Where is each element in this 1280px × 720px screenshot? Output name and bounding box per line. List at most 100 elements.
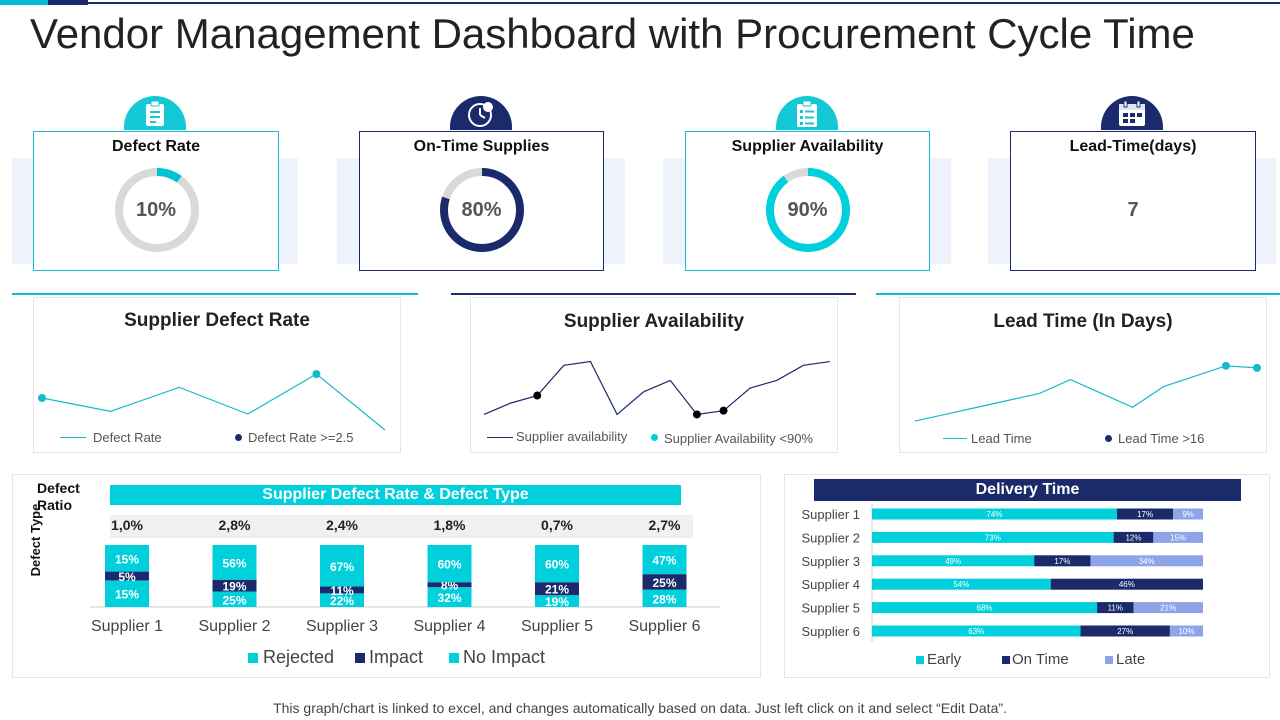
panel-delivery-time [784,474,1270,678]
bar-segment [642,574,687,590]
bar-value-label: 54% [953,580,969,589]
bar-segment [535,545,579,583]
highlight-point [1221,361,1230,370]
bar-segment [427,582,472,588]
legend-label: On Time [1012,651,1069,668]
bar-segment [535,582,579,596]
highlight-point [1253,363,1261,372]
series-line [914,365,1258,422]
bar-value-label: 32% [437,591,461,605]
kpi-title: On-Time Supplies [413,138,550,155]
bar-value-label: 56% [222,556,246,570]
calendar-icon [1101,96,1163,130]
defect-chart-title: Supplier Defect Rate & Defect Type [110,485,681,505]
category-label: Supplier 4 [413,618,485,635]
checklist-icon [776,96,838,130]
defect-ratio-value: 2,4% [326,517,358,533]
bar-segment [105,571,149,581]
bar-value-label: 21% [1160,604,1176,613]
kpi-title: Lead-Time(days) [1069,138,1197,155]
legend-label: Supplier Availability <90% [664,431,813,446]
legend-swatch-late [1105,656,1113,664]
category-label: Supplier 6 [801,624,860,639]
panel-supplier-availability: Supplier Availability [470,297,838,453]
panel-title: Supplier Availability [563,311,745,332]
legend-label: No Impact [463,647,546,667]
kpi-defect-rate: Defect Rate 10% [33,131,279,271]
bar-value-label: 60% [437,558,461,572]
category-label: Supplier 5 [521,618,593,635]
bar-segment [320,545,364,587]
bar-value-label: 21% [545,583,569,597]
bar-segment [212,579,257,592]
legend-swatch-impact [355,653,365,663]
bar-segment [105,580,149,607]
legend: Lead Time Lead Time >16 [943,431,1263,449]
bar-value-label: 25% [652,576,676,590]
bar-segment [1169,625,1203,637]
footer-note: This graph/chart is linked to excel, and… [273,700,1007,716]
defect-ratio-band [110,515,693,538]
panel-rule [12,293,418,295]
bar-value-label: 10% [1178,627,1194,636]
legend-swatch-rejected [248,653,258,663]
kpi-on-time-supplies: On-Time Supplies 80% [359,131,604,271]
category-label: Supplier 6 [628,618,700,635]
defect-ratio-label: Defect Ratio [37,480,80,513]
bar-value-label: 34% [1139,557,1155,566]
legend-label: Rejected [263,647,335,667]
defect-ratio-value: 2,8% [219,517,251,533]
bar-value-label: 15% [1170,533,1186,542]
kpi-value: 80% [461,199,502,221]
kpi-value: 10% [135,199,177,221]
bar-value-label: 46% [1119,580,1135,589]
bar-segment [1116,508,1174,520]
bar-value-label: 63% [968,627,984,636]
clock-icon [450,96,512,130]
legend-label: Lead Time >16 [1118,431,1205,446]
top-accent-teal [0,0,48,5]
legend-label: Early [927,651,962,668]
legend-dot-swatch [235,434,242,441]
bar-value-label: 73% [985,533,1001,542]
bar-value-label: 60% [545,558,569,572]
legend-swatch-on-time [1002,656,1010,664]
page-title: Vendor Management Dashboard with Procure… [30,10,1195,57]
series-line [41,373,386,431]
bar-value-label: 25% [222,593,246,607]
panel-rule [451,293,856,295]
delivery-chart-title: Delivery Time [814,479,1241,501]
panel-title: Supplier Defect Rate [124,310,310,331]
kpi-ring [766,168,850,252]
bar-value-label: 15% [115,588,139,602]
panel-rule [876,293,1280,295]
defect-ratio-value: 1,8% [434,517,466,533]
bar-segment [212,591,257,607]
legend-label: Defect Rate >=2.5 [248,430,354,445]
bar-value-label: 11% [330,584,354,598]
bar-segment [872,578,1051,590]
category-label: Supplier 5 [801,601,860,616]
highlight-point [692,410,701,419]
legend-dot-swatch [1105,435,1112,442]
bar-value-label: 49% [945,557,961,566]
panel-title: Lead Time (In Days) [993,311,1173,332]
defect-ratio-value: 0,7% [541,517,573,533]
bar-segment [1133,602,1203,614]
kpi-supplier-availability: Supplier Availability 90% [685,131,930,271]
bar-segment [105,545,149,572]
legend-label: Lead Time [971,431,1032,446]
bar-value-label: 28% [652,592,676,606]
bar-segment [1050,578,1203,590]
bar-segment [1153,531,1203,543]
category-label: Supplier 3 [801,554,860,569]
line-chart-defect-rate [38,370,386,431]
bar-value-label: 27% [1117,627,1133,636]
kpi-title: Defect Rate [111,138,201,155]
horizontal-bar-chart-delivery-time: Supplier 1 74% 17% 9% Supplier 2 73% 12% 15% Sup… [801,504,1203,642]
bar-segment [642,589,687,607]
bar-value-label: 74% [986,510,1002,519]
bar-value-label: 5% [118,570,136,584]
legend: Supplier availability Supplier Availabil… [487,429,837,447]
bar-value-label: 47% [652,554,676,568]
